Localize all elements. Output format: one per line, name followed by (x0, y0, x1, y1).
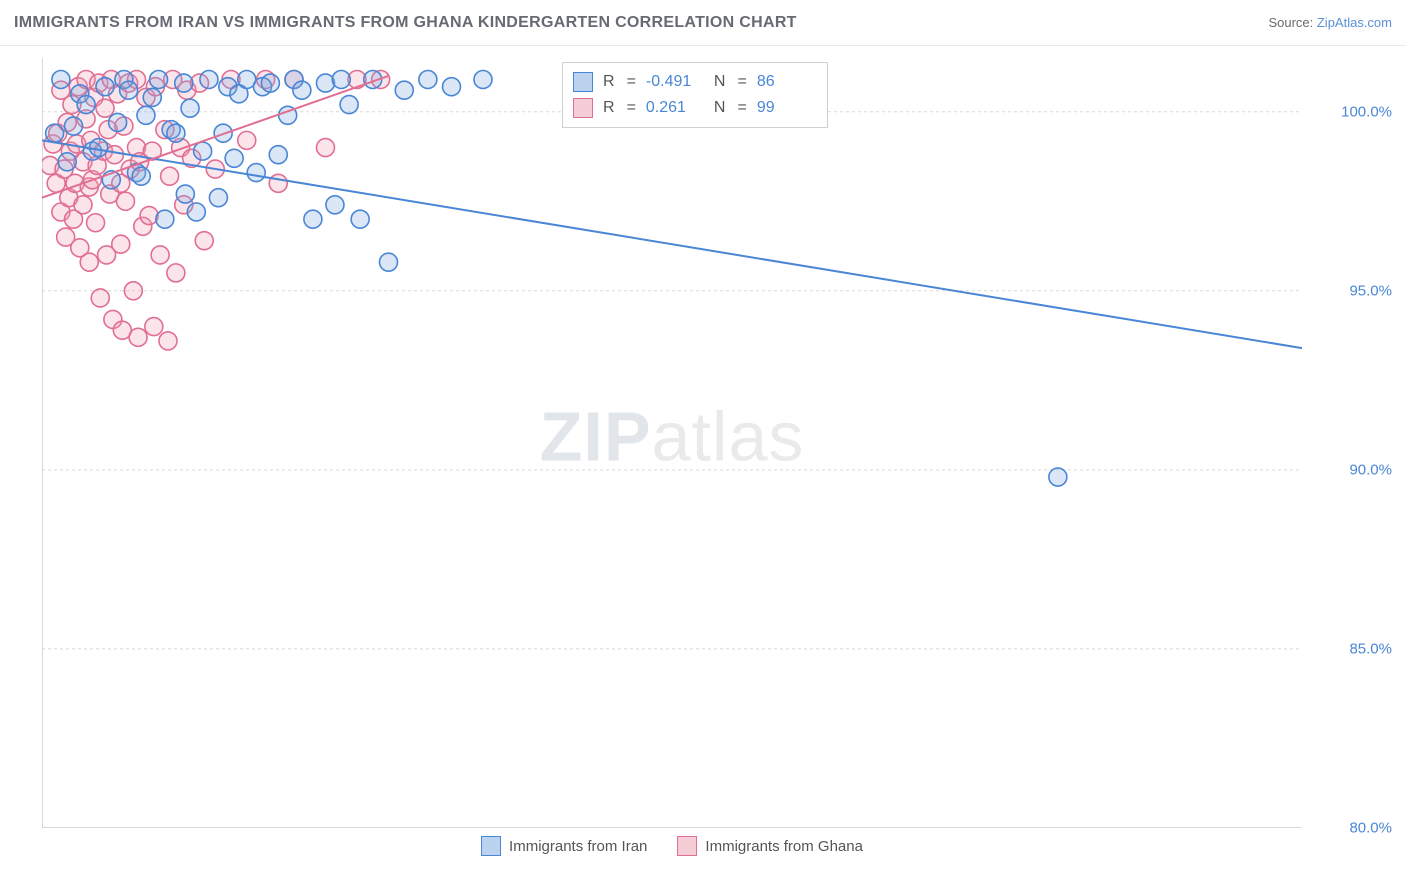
legend-row-ghana: R = 0.261 N = 99 (573, 95, 815, 121)
y-tick-label: 85.0% (1349, 640, 1392, 657)
r-label: R (603, 73, 615, 91)
n-label: N (714, 73, 726, 91)
n-value-ghana: 99 (757, 99, 815, 117)
n-value-iran: 86 (757, 73, 815, 91)
y-tick-label: 95.0% (1349, 282, 1392, 299)
series-legend: Immigrants from Iran Immigrants from Gha… (481, 836, 863, 856)
swatch-iran-icon (481, 836, 501, 856)
n-label: N (714, 99, 726, 117)
legend-row-iran: R = -0.491 N = 86 (573, 69, 815, 95)
legend-item-iran: Immigrants from Iran (481, 836, 647, 856)
swatch-ghana-icon (677, 836, 697, 856)
legend-label-iran: Immigrants from Iran (509, 838, 647, 855)
y-tick-label: 80.0% (1349, 820, 1392, 837)
legend-item-ghana: Immigrants from Ghana (677, 836, 863, 856)
source-attribution: Source: ZipAtlas.com (1268, 15, 1392, 30)
y-tick-label: 100.0% (1341, 103, 1392, 120)
source-link[interactable]: ZipAtlas.com (1317, 15, 1392, 30)
plot-area: ZIPatlas R = -0.491 N = 86 R = 0.261 N =… (42, 58, 1302, 828)
chart-header: IMMIGRANTS FROM IRAN VS IMMIGRANTS FROM … (0, 0, 1406, 46)
r-label: R (603, 99, 615, 117)
swatch-iran (573, 72, 593, 92)
correlation-legend: R = -0.491 N = 86 R = 0.261 N = 99 (562, 62, 828, 128)
swatch-ghana (573, 98, 593, 118)
chart-title: IMMIGRANTS FROM IRAN VS IMMIGRANTS FROM … (14, 14, 797, 32)
y-tick-label: 90.0% (1349, 461, 1392, 478)
r-value-ghana: 0.261 (646, 99, 704, 117)
source-prefix: Source: (1268, 15, 1316, 30)
r-value-iran: -0.491 (646, 73, 704, 91)
legend-label-ghana: Immigrants from Ghana (705, 838, 863, 855)
scatter-plot-svg (42, 58, 1302, 828)
